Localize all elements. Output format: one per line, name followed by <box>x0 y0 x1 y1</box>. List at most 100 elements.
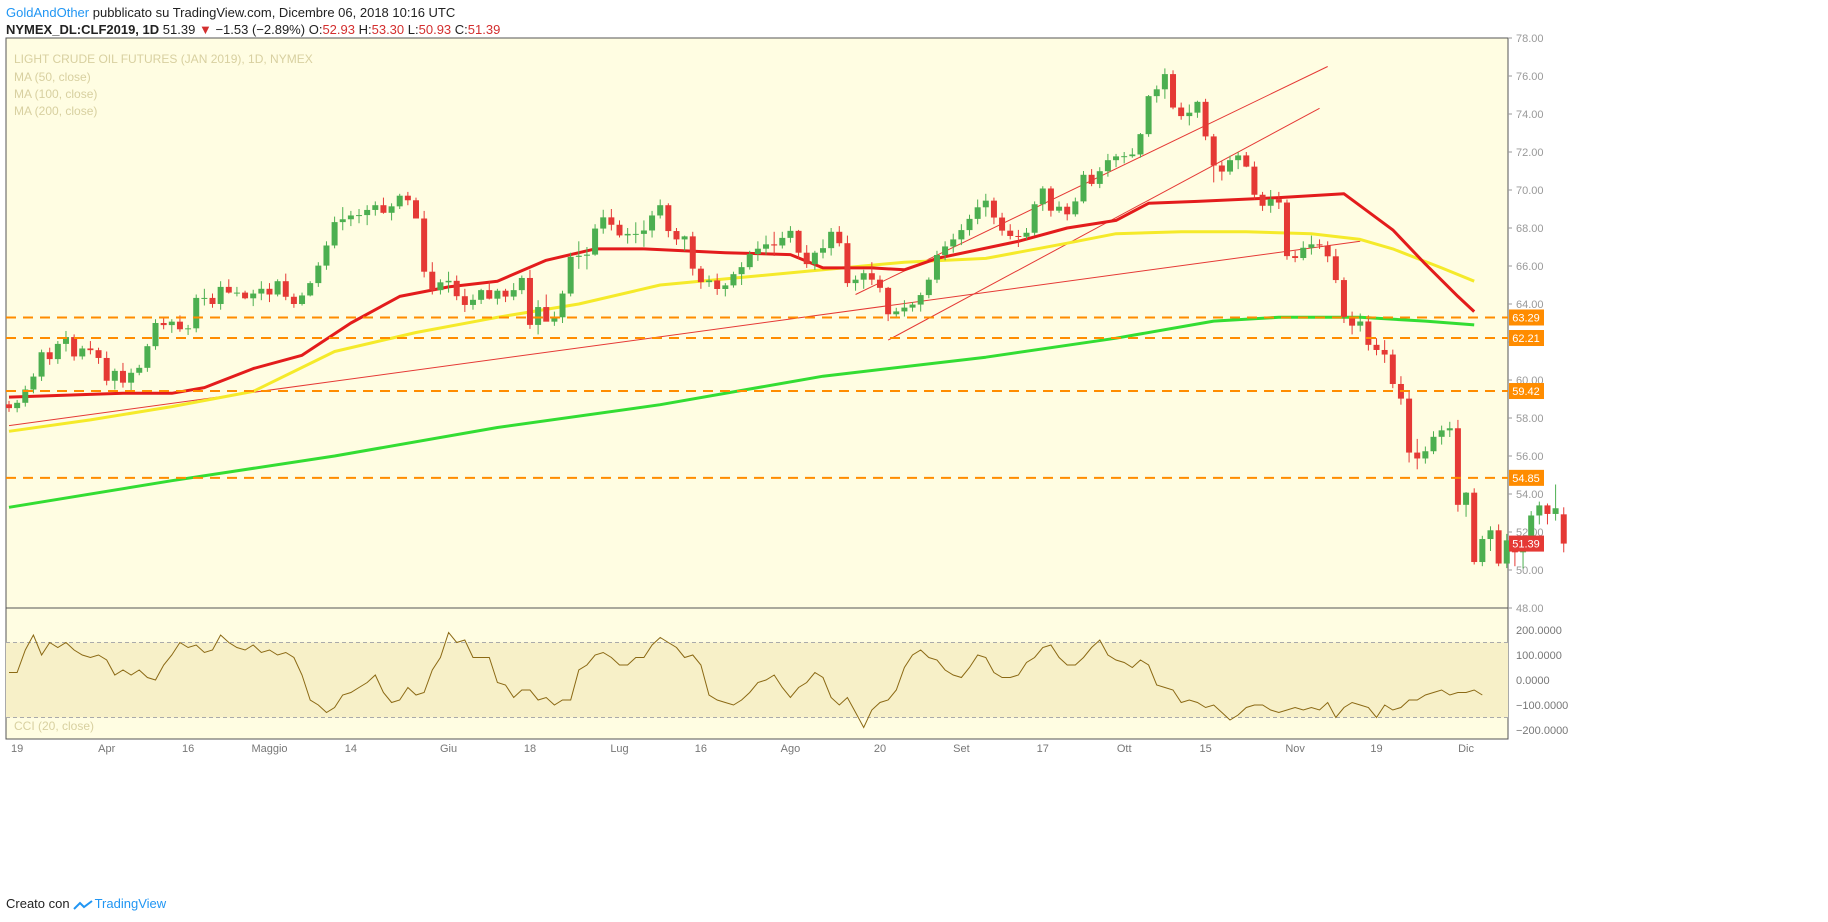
price-tick-label: 56.00 <box>1516 451 1544 463</box>
candle-body <box>144 346 151 368</box>
time-tick-label: Set <box>953 743 970 755</box>
candle-body <box>22 389 29 403</box>
candle-body <box>624 233 631 236</box>
candle-body <box>502 290 509 297</box>
price-axis[interactable]: 78.00 76.00 74.00 72.00 70.00 68.00 66.00 64.00… <box>1508 33 1544 615</box>
candle-body <box>1292 256 1299 259</box>
candle-body <box>1064 206 1071 215</box>
candle <box>567 252 574 297</box>
candle <box>811 250 818 270</box>
candle <box>323 241 330 270</box>
candle-body <box>1283 202 1290 257</box>
candle <box>860 269 867 289</box>
candle <box>1137 133 1144 158</box>
candle <box>152 319 159 350</box>
cci-tick-label: 100.0000 <box>1516 650 1562 662</box>
candle <box>1487 526 1494 551</box>
candle-body <box>1015 235 1022 237</box>
candle-body <box>1324 245 1331 257</box>
candle-body <box>901 307 908 312</box>
candle-body <box>722 285 729 289</box>
candle <box>942 241 949 261</box>
candle-body <box>160 323 167 326</box>
price-tick-label: 76.00 <box>1516 71 1544 83</box>
candle <box>494 288 501 305</box>
candle-body <box>763 244 770 249</box>
candle <box>1446 421 1453 437</box>
candle <box>885 286 892 322</box>
candle-body <box>771 244 778 246</box>
candle <box>1463 492 1470 517</box>
candle-body <box>1129 154 1136 157</box>
legend-ma200[interactable]: MA (200, close) <box>14 104 97 118</box>
candle-body <box>315 265 322 284</box>
symbol-label[interactable]: NYMEX_DL:CLF2019, 1D <box>6 22 160 37</box>
tradingview-link[interactable]: TradingView <box>94 896 167 911</box>
time-tick-label: Ago <box>781 743 801 755</box>
candle <box>429 262 436 295</box>
candle-body <box>364 209 371 216</box>
candle <box>1292 250 1299 263</box>
candle <box>1047 186 1054 217</box>
candle <box>1381 340 1388 363</box>
candle <box>909 302 916 312</box>
candle <box>990 197 997 225</box>
legend-ma100[interactable]: MA (100, close) <box>14 87 97 101</box>
candle-body <box>1340 280 1347 317</box>
low-value: 50.93 <box>418 22 452 37</box>
candle-body <box>225 286 232 293</box>
time-tick-label: 20 <box>874 743 886 755</box>
candle-body <box>494 290 501 299</box>
candle <box>1096 167 1103 189</box>
candle <box>933 250 940 284</box>
candle <box>62 330 69 352</box>
candles <box>6 68 1567 569</box>
candle-body <box>689 236 696 269</box>
candle <box>665 203 672 238</box>
candle <box>1479 535 1486 567</box>
candle <box>559 290 566 323</box>
candle <box>510 283 517 301</box>
candle <box>917 292 924 312</box>
candle-body <box>559 293 566 318</box>
candle <box>46 347 53 365</box>
candle <box>95 347 102 364</box>
candle <box>1389 349 1396 389</box>
ma100-line <box>8 230 1475 433</box>
candle <box>307 281 314 297</box>
cci-axis[interactable]: 200.0000 100.0000 0.0000 −100.0000 −200.0000 <box>6 625 1568 737</box>
candle <box>266 283 273 303</box>
candle <box>1430 431 1437 455</box>
indicator-legend[interactable]: CCI (20, close) <box>14 719 94 733</box>
candle <box>380 197 387 214</box>
candle <box>1104 153 1111 177</box>
candle <box>763 235 770 255</box>
author-link[interactable]: GoldAndOther <box>6 5 90 20</box>
candle-body <box>665 205 672 232</box>
close-value: 51.39 <box>467 22 501 37</box>
candle-body <box>730 274 737 286</box>
candle-body <box>1170 74 1177 108</box>
candle <box>1170 70 1177 110</box>
candle <box>925 277 932 299</box>
candle <box>1194 100 1201 118</box>
candle <box>486 281 493 300</box>
time-tick-label: 17 <box>1037 743 1049 755</box>
candle-body <box>518 277 525 291</box>
candle <box>673 228 680 245</box>
candle <box>844 235 851 287</box>
candle-body <box>453 280 460 297</box>
candle-body <box>1414 452 1421 459</box>
candle-body <box>307 283 314 296</box>
candle <box>1503 533 1510 569</box>
time-axis[interactable]: 19 Apr 16 Maggio 14 Giu 18 Lug 16 Ago 20 Set 17 Ott 15… <box>6 738 1508 755</box>
legend-ma50[interactable]: MA (50, close) <box>14 70 91 84</box>
candle <box>79 345 86 360</box>
candle-body <box>592 228 599 255</box>
cci-line <box>9 631 1483 729</box>
support-levels: 63.29 62.21 59.42 54.85 51.39 <box>6 309 1544 552</box>
candle-body <box>990 200 997 218</box>
time-tick-label: Ott <box>1117 743 1132 755</box>
candle <box>600 209 607 234</box>
